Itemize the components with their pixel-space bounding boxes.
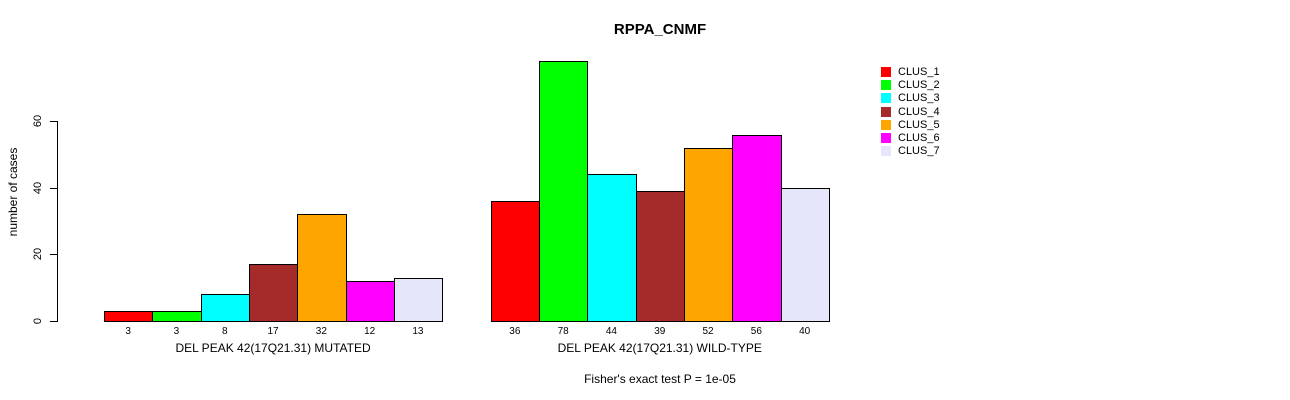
bar-clus_3	[587, 174, 637, 322]
legend-label: CLUS_7	[898, 145, 940, 158]
bar-clus_1	[104, 311, 153, 322]
chart-title: RPPA_CNMF	[613, 21, 707, 38]
bar-value-label: 13	[412, 326, 424, 337]
y-tick-mark	[49, 254, 57, 255]
y-tick-label: 40	[31, 181, 44, 194]
bar-clus_7	[394, 278, 443, 322]
bar-value-label: 44	[605, 326, 617, 337]
bar-value-label: 32	[315, 326, 327, 337]
y-tick-label: 20	[31, 248, 44, 261]
legend-color-swatch	[881, 79, 891, 90]
legend: CLUS_1 CLUS_2 CLUS_3 CLUS_4 CLUS_5 CLUS_6 CLUS…	[881, 65, 940, 158]
legend-item-clus_6: CLUS_6	[881, 131, 940, 144]
fisher-test-caption: Fisher's exact test P = 1e-05	[584, 372, 736, 386]
bar-clus_2	[539, 61, 588, 322]
bar-clus_7	[781, 188, 830, 322]
legend-label: CLUS_5	[898, 118, 940, 131]
bar-value-label: 8	[221, 326, 228, 337]
bar-value-label: 39	[654, 326, 666, 337]
legend-label: CLUS_6	[898, 132, 940, 145]
bar-clus_5	[684, 148, 733, 322]
y-tick-mark	[49, 121, 57, 122]
bar-value-label: 56	[750, 326, 762, 337]
y-axis-label: number of cases	[6, 147, 20, 237]
legend-color-swatch	[881, 66, 891, 77]
legend-label: CLUS_2	[898, 78, 940, 91]
legend-item-clus_7: CLUS_7	[881, 145, 940, 158]
legend-color-swatch	[881, 119, 891, 130]
y-tick-label: 0	[31, 317, 44, 325]
bar-value-label: 12	[364, 326, 376, 337]
bar-value-label: 78	[557, 326, 569, 337]
bar-clus_5	[297, 214, 347, 322]
bar-value-label: 52	[702, 326, 714, 337]
bar-clus_6	[732, 135, 782, 322]
bar-clus_4	[249, 264, 298, 322]
legend-label: CLUS_1	[898, 65, 940, 78]
legend-item-clus_2: CLUS_2	[881, 78, 940, 91]
x-axis-group-label: DEL PEAK 42(17Q21.31) MUTATED	[175, 341, 371, 355]
legend-color-swatch	[881, 133, 891, 144]
legend-color-swatch	[881, 146, 891, 157]
bar-value-label: 17	[267, 326, 279, 337]
bar-clus_4	[636, 191, 685, 322]
bar-value-label: 3	[173, 326, 180, 337]
bar-value-label: 3	[125, 326, 131, 337]
bar-clus_2	[152, 311, 202, 322]
y-tick-mark	[49, 321, 57, 322]
bar-clus_1	[491, 201, 540, 322]
y-tick-label: 60	[31, 115, 44, 128]
y-tick-mark	[49, 188, 57, 189]
legend-item-clus_4: CLUS_4	[881, 105, 940, 118]
legend-color-swatch	[881, 93, 891, 104]
x-axis-group-label: DEL PEAK 42(17Q21.31) WILD-TYPE	[557, 341, 762, 355]
bar-clus_6	[346, 281, 395, 322]
y-axis-line	[56, 121, 58, 322]
legend-item-clus_1: CLUS_1	[881, 65, 940, 78]
bar-value-label: 40	[799, 326, 811, 337]
legend-item-clus_3: CLUS_3	[881, 92, 940, 105]
bar-value-label: 36	[509, 326, 521, 337]
legend-label: CLUS_3	[898, 92, 940, 105]
bar-clus_3	[201, 294, 250, 322]
legend-label: CLUS_4	[898, 105, 940, 118]
legend-item-clus_5: CLUS_5	[881, 118, 940, 131]
legend-color-swatch	[881, 106, 891, 117]
